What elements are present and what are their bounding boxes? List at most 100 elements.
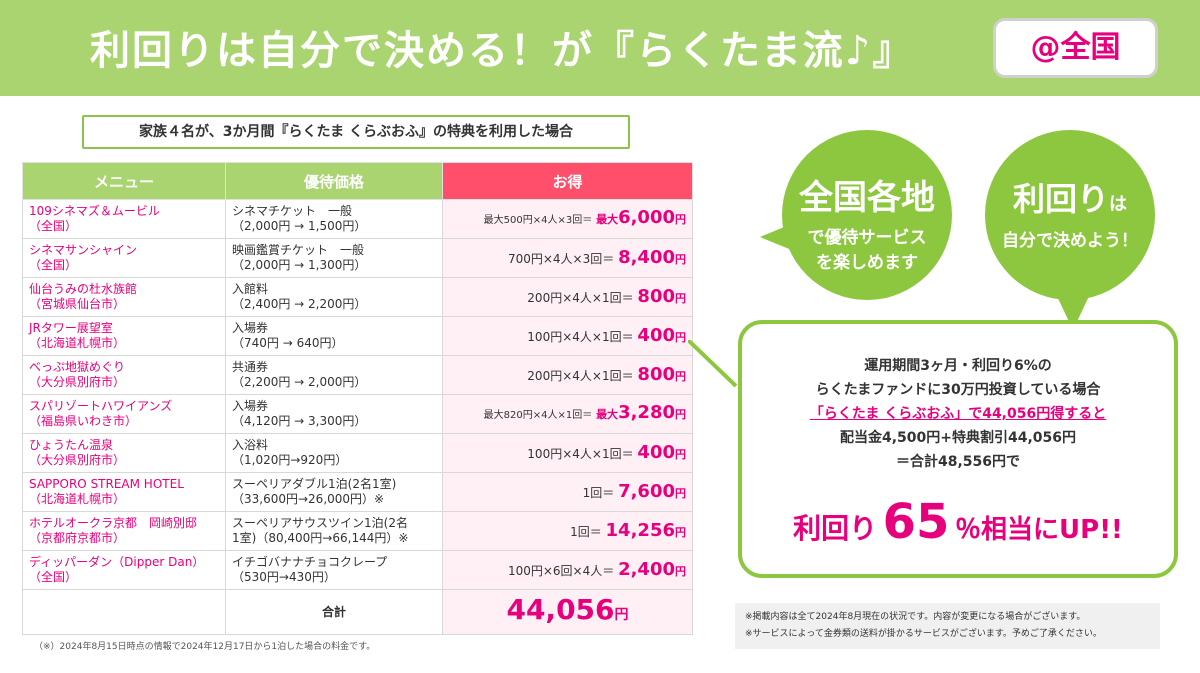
bubble-text: を楽しめます [816,253,918,273]
scenario-subtitle: 家族４名が、3か月間『らくたま くらぶおふ』の特典を利用した場合 [82,115,630,149]
savings-amount: 400 [637,324,675,346]
ticket-type: 入場券 [232,321,269,335]
ticket-type: 入場券 [232,399,269,413]
venue-area: （全国） [29,219,78,233]
menu-cell: 109シネマズ＆ムービル （全国） [22,199,226,239]
price-detail: （740円 → 640円） [232,336,344,350]
nationwide-bubble: 全国各地 で優待サービス を楽しめます [782,130,952,300]
menu-cell: JRタワー展望室 （北海道札幌市） [22,316,226,356]
price-cell: 入館料 （2,400円 → 2,200円） [225,277,443,317]
savings-formula: 200円×4人×1回＝ [527,290,634,305]
venue-area: （福島県いわき市） [29,414,138,428]
table-footnote: （※）2024年8月15日時点の情報で2024年12月17日から1泊した場合の料… [34,642,376,652]
max-label: 最大 [596,213,619,226]
savings-cell: 最大500円×4人×3回＝ 最大6,000円 [442,199,693,239]
savings-amount: 2,400 [618,558,675,580]
yen-unit: 円 [675,213,686,226]
venue-area: （宮城県仙台市） [29,297,126,311]
result-prefix: 利回り [793,512,878,545]
venue-name: ディッパーダン（Dipper Dan） [29,555,205,569]
column-header-price: 優待価格 [225,162,443,200]
savings-formula: 200円×4人×1回＝ [527,368,634,383]
table-row: JRタワー展望室 （北海道札幌市） 入場券 （740円 → 640円） 100円×4人×… [22,316,693,356]
venue-name: シネマサンシャイン [29,243,138,257]
savings-cell: 1回＝ 7,600円 [442,472,693,512]
savings-formula: 100円×6回×4人＝ [507,563,615,578]
header-banner: 利回りは自分で決める！が『らくたま流♪』 @全国 [0,0,1200,96]
savings-formula: 最大500円×4人×3回＝ [483,215,593,226]
yen-unit: 円 [675,252,686,266]
savings-cell: 200円×4人×1回＝ 800円 [442,277,693,317]
total-row: 合計 44,056円 [22,589,693,635]
result-suffix: ％相当にUP!! [955,515,1123,545]
total-value-cell: 44,056円 [442,589,693,635]
ticket-type: 入館料 [232,282,269,296]
menu-cell: ひょうたん温泉 （大分県別府市） [22,433,226,473]
yield-result: 利回り 65 ％相当にUP!! [742,494,1174,550]
table-row: べっぷ地獄めぐり （大分県別府市） 共通券 （2,200円 → 2,000円） 200円… [22,355,693,395]
menu-cell: スパリゾートハワイアンズ （福島県いわき市） [22,394,226,434]
savings-cell: 100円×6回×4人＝ 2,400円 [442,550,693,590]
ticket-type: スーペリアダブル1泊(2名1室) [232,477,397,491]
bubble-text: で優待サービス [807,228,927,248]
price-detail: （33,600円→26,000円）※ [232,492,385,506]
total-blank-cell [22,589,226,635]
benefits-table: メニュー 優待価格 お得 109シネマズ＆ムービル （全国） シネマチケット 一般（… [22,162,693,635]
ticket-type: シネマチケット 一般 [232,204,353,218]
menu-cell: シネマサンシャイン （全国） [22,238,226,278]
price-cell: スーペリアサウスツイン1泊(2名 1室)（80,400円→66,144円）※ [225,511,443,551]
bubble-text: 自分で決めよう！ [1002,231,1138,251]
price-cell: イチゴバナナチョコクレープ （530円→430円） [225,550,443,590]
total-yen: 円 [614,606,629,623]
total-value: 44,056 [506,592,615,626]
disclaimer-line: ※サービスによって金券類の送料が掛かるサービスがございます。予めご了承ください。 [745,629,1102,639]
venue-name: SAPPORO STREAM HOTEL [29,477,184,491]
price-detail: 1室)（80,400円→66,144円）※ [232,531,409,545]
result-percent: 65 [882,494,950,550]
savings-cell: 最大820円×4人×1回＝ 最大3,280円 [442,394,693,434]
yen-unit: 円 [675,408,686,421]
page-title: 利回りは自分で決める！が『らくたま流♪』 [90,28,915,74]
price-detail: （2,000円 → 1,300円） [232,258,367,272]
max-label: 最大 [596,408,619,421]
price-cell: 共通券 （2,200円 → 2,000円） [225,355,443,395]
venue-area: （大分県別府市） [29,375,126,389]
price-cell: 入浴料 （1,020円→920円） [225,433,443,473]
price-detail: （2,200円 → 2,000円） [232,375,367,389]
menu-cell: ディッパーダン（Dipper Dan） （全国） [22,550,226,590]
price-cell: シネマチケット 一般 （2,000円 → 1,500円） [225,199,443,239]
venue-name: 109シネマズ＆ムービル [29,204,160,218]
table-row: ホテルオークラ京都 岡崎別邸 （京都府京都市） スーペリアサウスツイン1泊(2名 1室… [22,511,693,551]
venue-area: （全国） [29,570,78,584]
ticket-type: スーペリアサウスツイン1泊(2名 [232,516,408,530]
total-label: 合計 [225,589,443,635]
savings-amount: 8,400 [618,246,675,268]
yen-unit: 円 [675,564,686,578]
venue-name: スパリゾートハワイアンズ [29,399,173,413]
yield-bubble: 利回りは 自分で決めよう！ [985,130,1155,300]
yen-unit: 円 [675,525,686,539]
savings-formula: 100円×4人×1回＝ [527,329,634,344]
savings-formula: 1回＝ [570,524,602,539]
menu-cell: 仙台うみの杜水族館 （宮城県仙台市） [22,277,226,317]
venue-name: べっぷ地獄めぐり [29,360,126,374]
savings-amount: 800 [637,363,675,385]
disclaimer-box: ※掲載内容は全て2024年8月現在の状況です。内容が変更になる場合がございます。… [735,603,1160,649]
savings-formula: 700円×4人×3回＝ [507,251,615,266]
panel-line: 配当金4,500円+特典割引44,056円 [839,430,1077,446]
panel-line: らくたまファンドに30万円投資している場合 [815,382,1101,398]
yen-unit: 円 [675,330,686,344]
price-detail: （530円→430円） [232,570,336,584]
panel-line: ＝合計48,556円で [895,454,1021,470]
table-row: SAPPORO STREAM HOTEL （北海道札幌市） スーペリアダブル1泊(2… [22,472,693,512]
table-row: 仙台うみの杜水族館 （宮城県仙台市） 入館料 （2,400円 → 2,200円） 200… [22,277,693,317]
ticket-type: イチゴバナナチョコクレープ [232,555,388,569]
ticket-type: 映画鑑賞チケット 一般 [232,243,365,257]
menu-cell: べっぷ地獄めぐり （大分県別府市） [22,355,226,395]
venue-area: （北海道札幌市） [29,336,126,350]
savings-amount: 7,600 [618,480,675,502]
savings-amount: 14,256 [605,519,675,541]
savings-cell: 100円×4人×1回＝ 400円 [442,433,693,473]
yen-unit: 円 [675,291,686,305]
price-detail: （2,400円 → 2,200円） [232,297,367,311]
